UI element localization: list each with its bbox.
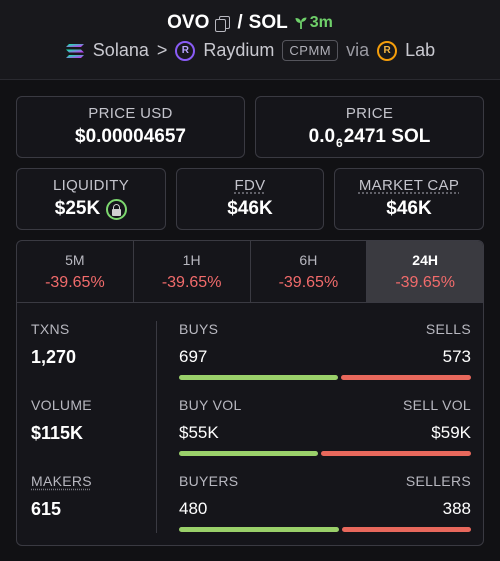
pair-age-text: 3m — [309, 14, 333, 31]
tab-6h[interactable]: 6H -39.65% — [251, 241, 368, 302]
totals-column: TXNS 1,270 VOLUME $115K MAKERS 615 — [31, 321, 151, 545]
buys-value: 697 — [179, 347, 208, 366]
buy-vol-value: $55K — [179, 423, 219, 442]
tab-5m[interactable]: 5M -39.65% — [17, 241, 134, 302]
fdv-value: $46K — [227, 198, 273, 219]
buy-vol-label: BUY VOL — [179, 397, 242, 413]
tab-label: 1H — [182, 252, 201, 268]
sells-value: 573 — [442, 347, 471, 366]
market-cap-value: $46K — [386, 198, 432, 219]
txns-stat: TXNS 1,270 — [31, 321, 151, 397]
price-usd-value: $0.00004657 — [75, 126, 186, 147]
buyers-sellers-row: BUYERS SELLERS 480 388 — [179, 473, 471, 545]
tab-change: -39.65% — [278, 274, 339, 291]
launchpad-name[interactable]: Lab — [405, 40, 436, 60]
txns-label: TXNS — [31, 321, 70, 337]
sellers-label: SELLERS — [405, 473, 471, 489]
buy-vol-bar-segment — [179, 451, 319, 456]
makers-value: 615 — [31, 499, 62, 519]
quote-symbol: SOL — [248, 12, 288, 33]
sellers-value: 388 — [442, 499, 471, 518]
volume-stat: VOLUME $115K — [31, 397, 151, 473]
liquidity-label: LIQUIDITY — [52, 177, 130, 194]
makers-label[interactable]: MAKERS — [31, 473, 92, 489]
sellers-bar-segment — [341, 527, 471, 532]
buys-bar-segment — [179, 375, 338, 380]
buys-sells-bar — [179, 375, 471, 380]
column-divider — [156, 321, 157, 533]
liquidity-value-row: $25K — [17, 198, 165, 220]
liquidity-card: LIQUIDITY $25K — [16, 168, 166, 230]
makers-stat: MAKERS 615 — [31, 473, 151, 545]
price-native-card: PRICE 0.062471 SOL — [255, 96, 484, 158]
pool-type-badge: CPMM — [282, 40, 339, 61]
price-usd-label: PRICE USD — [88, 105, 173, 122]
timeframe-tabs: 5M -39.65% 1H -39.65% 6H -39.65% 24H -39… — [17, 241, 483, 303]
price-prefix: 0.0 — [308, 126, 336, 147]
volume-value: $115K — [31, 423, 84, 443]
pair-meta: Solana > R Raydium CPMM via R Lab — [0, 40, 500, 61]
chain-name[interactable]: Solana — [92, 40, 149, 60]
price-zero-count: 6 — [336, 136, 343, 150]
price-digits: 2471 — [343, 126, 387, 147]
chevron-right-icon: > — [156, 40, 168, 60]
sell-vol-bar-segment — [321, 451, 471, 456]
sell-vol-label: SELL VOL — [402, 397, 471, 413]
pair-age: 3m — [294, 14, 333, 32]
price-native-label: PRICE — [345, 105, 394, 122]
buys-label: BUYS — [179, 321, 219, 337]
pair-separator: / — [237, 12, 243, 33]
dex-name[interactable]: Raydium — [203, 40, 275, 60]
raydium-logo-icon: R — [175, 40, 196, 61]
price-unit: SOL — [391, 126, 431, 147]
volume-row: BUY VOL SELL VOL $55K $59K — [179, 397, 471, 473]
via-label: via — [346, 40, 370, 60]
volume-label: VOLUME — [31, 397, 92, 413]
txns-value: 1,270 — [31, 347, 77, 367]
stats-panel: 5M -39.65% 1H -39.65% 6H -39.65% 24H -39… — [16, 240, 484, 546]
tab-24h[interactable]: 24H -39.65% — [367, 241, 483, 302]
tab-label: 6H — [299, 252, 318, 268]
price-usd-card: PRICE USD $0.00004657 — [16, 96, 245, 158]
buyers-label: BUYERS — [179, 473, 239, 489]
buyers-sellers-bar — [179, 527, 471, 532]
fdv-card: FDV $46K — [176, 168, 324, 230]
solana-logo-icon — [65, 43, 84, 58]
token-symbol: OVO — [167, 12, 210, 33]
market-cap-label[interactable]: MARKET CAP — [358, 177, 460, 194]
lab-logo-icon: R — [377, 40, 398, 61]
market-cap-card: MARKET CAP $46K — [334, 168, 484, 230]
lock-icon[interactable] — [106, 198, 128, 220]
price-native-value: 0.062471 SOL — [256, 126, 483, 150]
tab-change: -39.65% — [45, 274, 105, 291]
pair-header: OVO / SOL 3m Solana > R Raydium CPMM via… — [0, 0, 500, 80]
sells-bar-segment — [340, 375, 471, 380]
liquidity-value: $25K — [54, 198, 101, 219]
sell-vol-value: $59K — [431, 423, 471, 442]
pair-title: OVO / SOL 3m — [0, 11, 500, 35]
fdv-label[interactable]: FDV — [234, 177, 266, 194]
buys-sells-row: BUYS SELLS 697 573 — [179, 321, 471, 397]
breakdown-column: BUYS SELLS 697 573 BUY VOL SELL VOL $55K… — [179, 321, 471, 545]
buyers-bar-segment — [179, 527, 339, 532]
tab-1h[interactable]: 1H -39.65% — [134, 241, 251, 302]
volume-bar — [179, 451, 471, 456]
tab-label: 5M — [65, 252, 85, 268]
sells-label: SELLS — [425, 321, 471, 337]
tab-change: -39.65% — [395, 274, 455, 291]
buyers-value: 480 — [179, 499, 208, 518]
copy-icon[interactable] — [215, 16, 231, 32]
tab-change: -39.65% — [161, 274, 222, 291]
sprout-icon — [295, 17, 307, 29]
tab-label: 24H — [412, 252, 438, 268]
